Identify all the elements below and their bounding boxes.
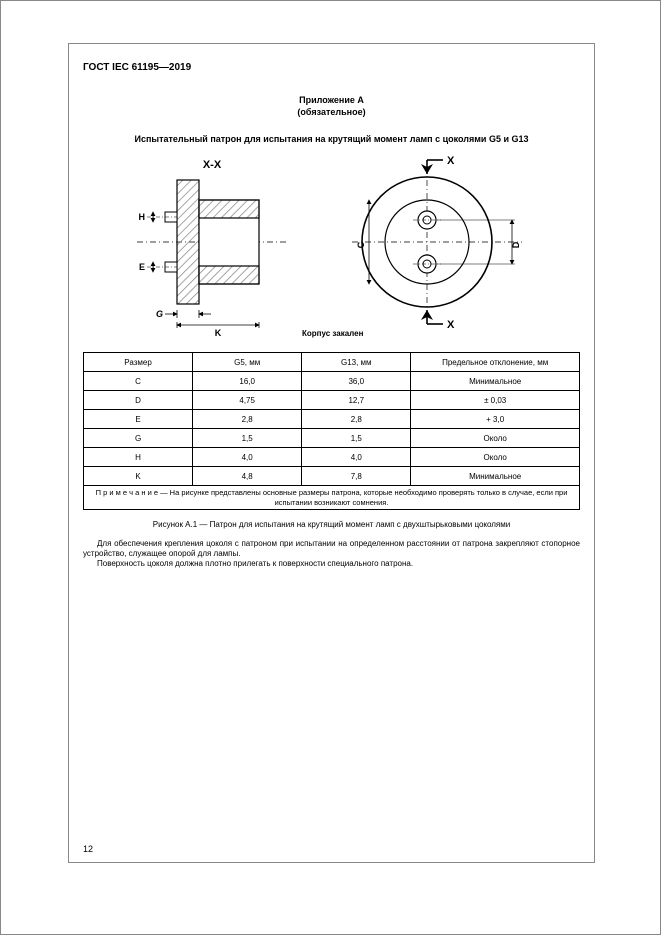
dim-e: E <box>138 262 144 272</box>
table-row: C 16,0 36,0 Минимальное <box>84 372 580 391</box>
appendix-mandatory: (обязательное) <box>83 107 580 119</box>
cell: 4,75 <box>193 391 302 410</box>
dim-c: C <box>356 242 366 249</box>
cell: 2,8 <box>302 410 411 429</box>
table-header-row: Размер G5, мм G13, мм Предельное отклоне… <box>84 353 580 372</box>
col-g5: G5, мм <box>193 353 302 372</box>
table-note-row: П р и м е ч а н и е — На рисунке предста… <box>84 486 580 510</box>
paragraph: Для обеспечения крепления цоколя с патро… <box>83 539 580 559</box>
cell: 4,0 <box>193 448 302 467</box>
table-note: П р и м е ч а н и е — На рисунке предста… <box>84 486 580 510</box>
cell: H <box>84 448 193 467</box>
cell: Минимальное <box>411 467 580 486</box>
cell: 1,5 <box>193 429 302 448</box>
paragraph: Поверхность цоколя должна плотно прилега… <box>83 559 580 569</box>
cell: G <box>84 429 193 448</box>
dim-h: H <box>138 212 145 222</box>
dim-g: G <box>155 309 162 319</box>
dim-d: D <box>511 242 521 249</box>
cell: K <box>84 467 193 486</box>
cell: 12,7 <box>302 391 411 410</box>
table-row: G 1,5 1,5 Около <box>84 429 580 448</box>
col-g13: G13, мм <box>302 353 411 372</box>
cell: Около <box>411 448 580 467</box>
appendix-heading: Приложение А (обязательное) <box>83 95 580 118</box>
page: ГОСТ IEC 61195—2019 Приложение А (обязат… <box>0 0 661 935</box>
cell: Минимальное <box>411 372 580 391</box>
appendix-label: Приложение А <box>83 95 580 107</box>
body-hardened-label: Корпус закален <box>302 329 364 338</box>
section-title: Испытательный патрон для испытания на кр… <box>83 134 580 144</box>
body-text: Для обеспечения крепления цоколя с патро… <box>83 539 580 569</box>
cell: C <box>84 372 193 391</box>
table-body: C 16,0 36,0 Минимальное D 4,75 12,7 ± 0,… <box>84 372 580 510</box>
cell: 4,0 <box>302 448 411 467</box>
cell: 1,5 <box>302 429 411 448</box>
cell: 36,0 <box>302 372 411 391</box>
dimensions-table: Размер G5, мм G13, мм Предельное отклоне… <box>83 352 580 510</box>
cell: 7,8 <box>302 467 411 486</box>
table-row: D 4,75 12,7 ± 0,03 <box>84 391 580 410</box>
page-number: 12 <box>83 844 93 854</box>
section-label: Х-Х <box>202 159 221 171</box>
cell: 4,8 <box>193 467 302 486</box>
section-arrow-bottom: Х <box>447 319 455 331</box>
figure-caption: Рисунок А.1 — Патрон для испытания на кр… <box>83 520 580 529</box>
col-size: Размер <box>84 353 193 372</box>
cell: ± 0,03 <box>411 391 580 410</box>
table-row: H 4,0 4,0 Около <box>84 448 580 467</box>
section-arrow-top: Х <box>447 155 455 167</box>
section-view: Х-Х H <box>137 159 287 338</box>
table-row: E 2,8 2,8 + 3,0 <box>84 410 580 429</box>
cell: Около <box>411 429 580 448</box>
cell: + 3,0 <box>411 410 580 429</box>
cell: E <box>84 410 193 429</box>
note-label: П р и м е ч а н и е <box>96 488 158 497</box>
note-text: — На рисунке представлены основные разме… <box>158 488 567 506</box>
table-row: K 4,8 7,8 Минимальное <box>84 467 580 486</box>
cell: 16,0 <box>193 372 302 391</box>
cell: 2,8 <box>193 410 302 429</box>
figure: Х-Х H <box>83 152 580 342</box>
front-view: Х Х C D <box>352 155 522 331</box>
col-tolerance: Предельное отклонение, мм <box>411 353 580 372</box>
page-content: ГОСТ IEC 61195—2019 Приложение А (обязат… <box>68 43 595 863</box>
cell: D <box>84 391 193 410</box>
technical-drawing: Х-Х H <box>117 152 547 342</box>
document-code: ГОСТ IEC 61195—2019 <box>83 62 580 73</box>
dim-k: K <box>214 328 221 338</box>
